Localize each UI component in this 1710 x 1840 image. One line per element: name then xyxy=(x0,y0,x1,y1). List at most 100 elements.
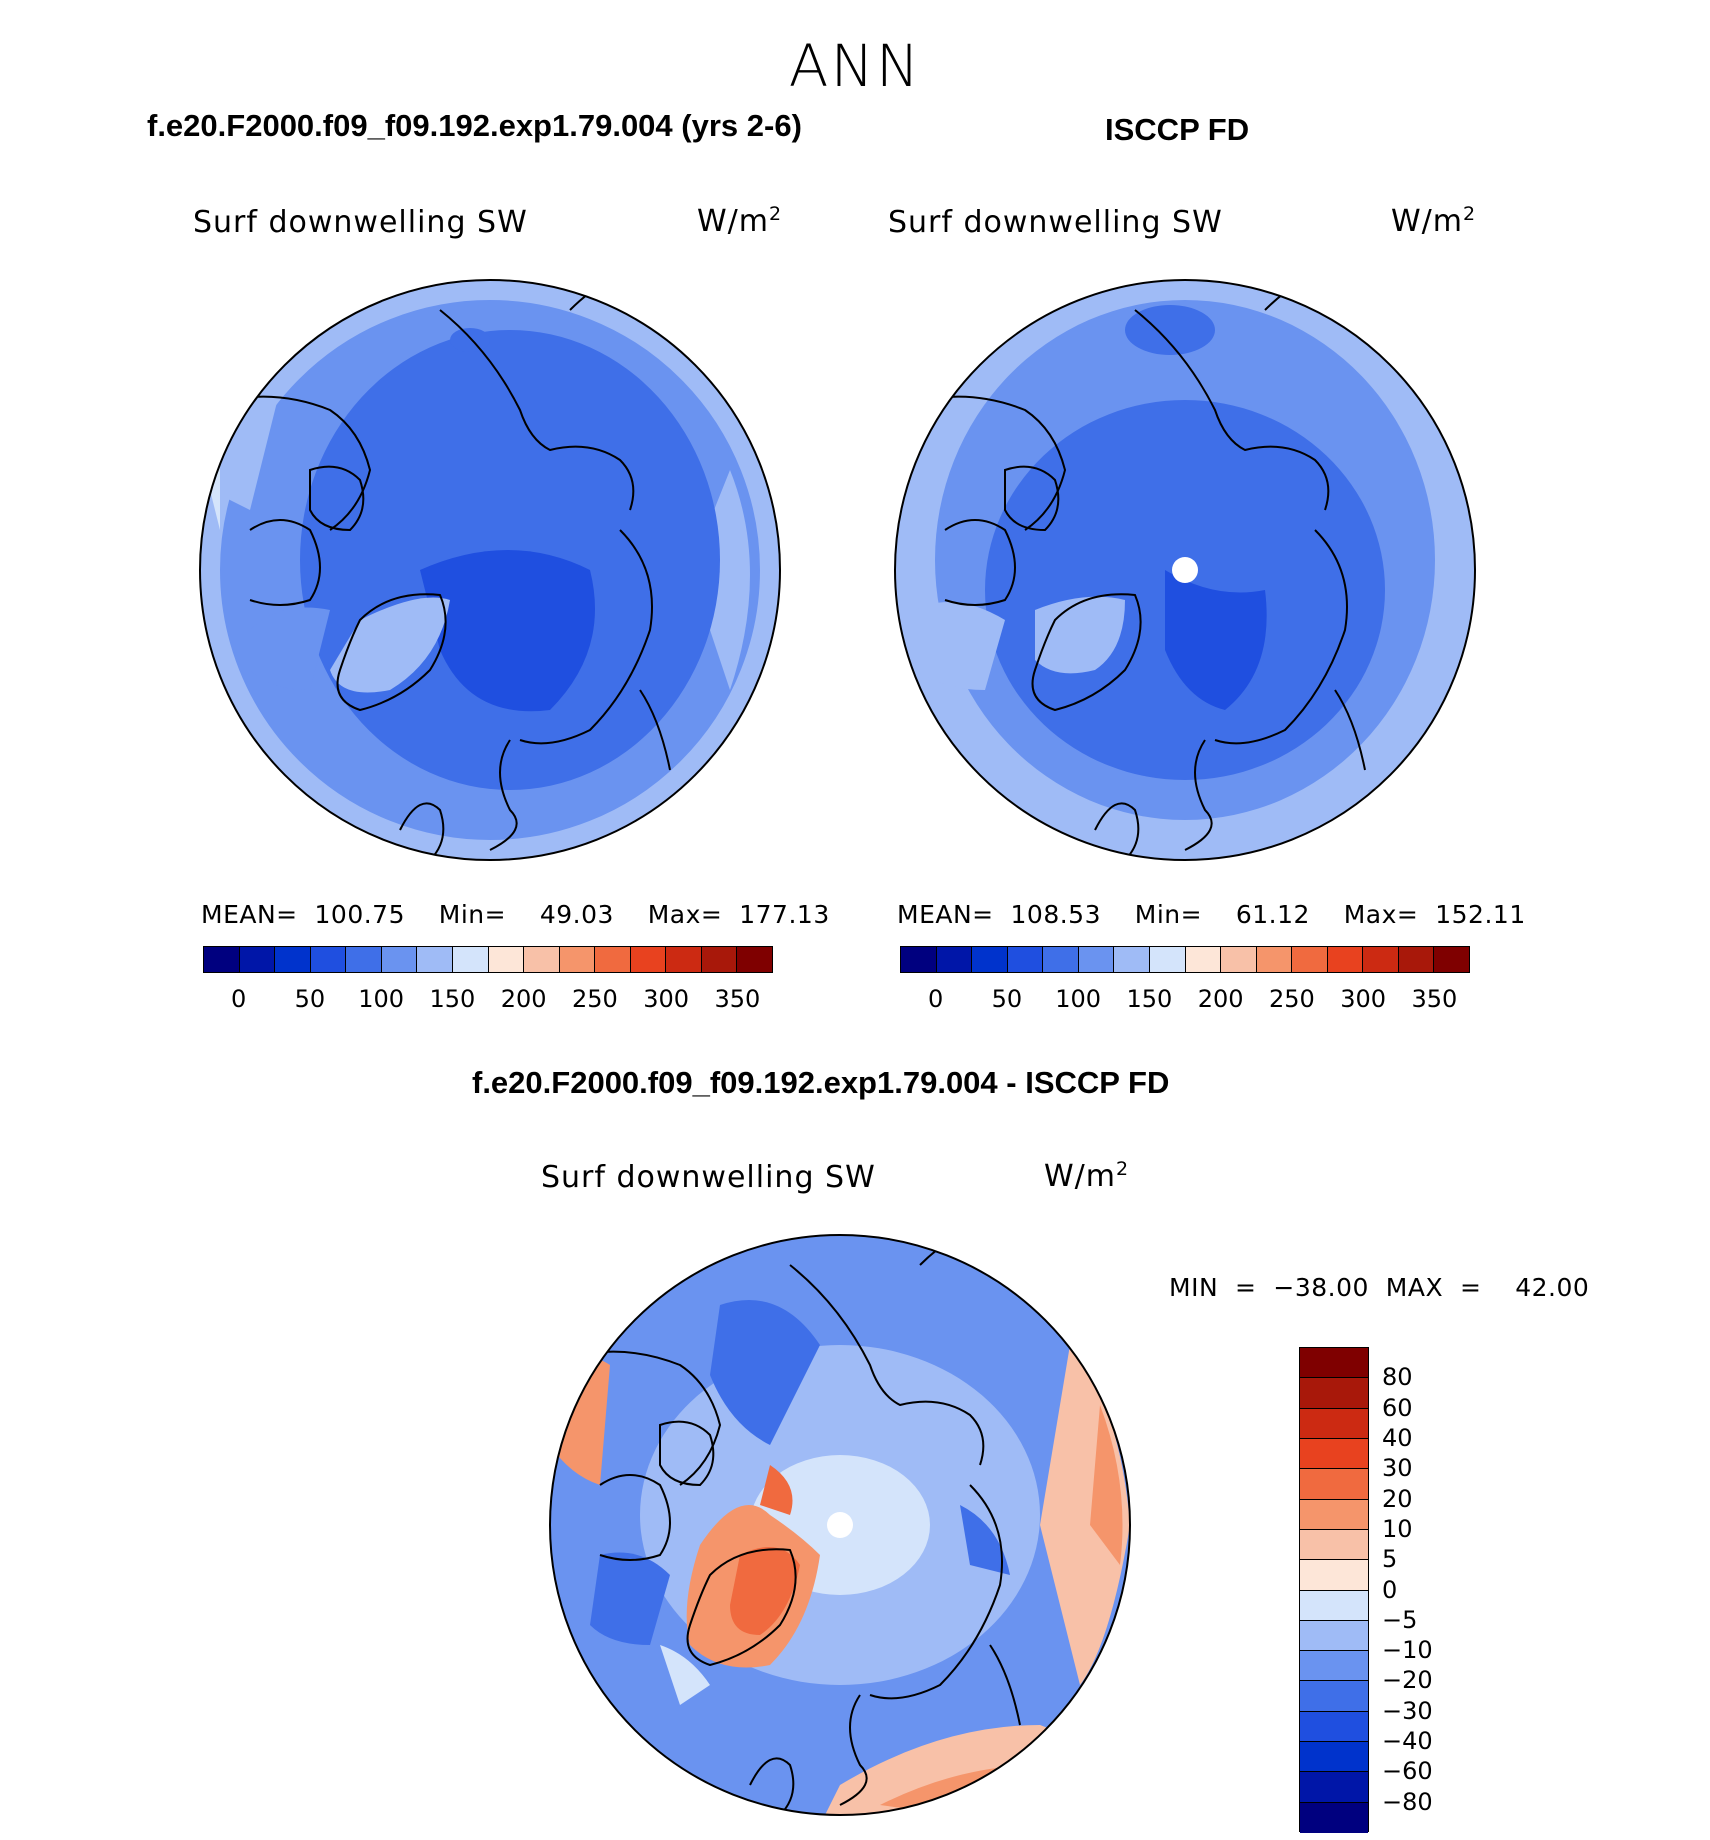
colorbar-swatch xyxy=(1300,1408,1368,1439)
colorbar-swatch xyxy=(1300,1651,1368,1682)
colorbar-swatch xyxy=(1398,947,1435,972)
colorbar-swatch xyxy=(239,947,276,972)
difference-colorbar xyxy=(1299,1347,1369,1833)
difference-case-title: f.e20.F2000.f09_f09.192.exp1.79.004 - IS… xyxy=(472,1065,1170,1100)
colorbar-label: 0 xyxy=(1382,1575,1398,1604)
colorbar-swatch xyxy=(1300,1378,1368,1409)
colorbar-swatch xyxy=(972,947,1008,972)
colorbar-label: 350 xyxy=(714,985,761,1013)
colorbar-swatch xyxy=(310,947,347,972)
right-stats: MEAN= 108.53 Min= 61.12 Max= 152.11 xyxy=(897,900,1526,929)
colorbar-swatch xyxy=(1300,1772,1368,1803)
left-colorbar xyxy=(203,946,773,973)
colorbar-label: 200 xyxy=(1197,985,1244,1013)
bottom-panel-title: Surf downwelling SW xyxy=(541,1160,876,1195)
colorbar-swatch xyxy=(524,947,560,972)
obs-case-title: ISCCP FD xyxy=(1105,112,1250,147)
colorbar-swatch xyxy=(1300,1348,1368,1379)
colorbar-label: 60 xyxy=(1382,1393,1413,1422)
colorbar-swatch xyxy=(1185,947,1222,972)
colorbar-label: −10 xyxy=(1382,1636,1433,1665)
colorbar-swatch xyxy=(381,947,418,972)
colorbar-label: 5 xyxy=(1382,1545,1398,1574)
model-case-title: f.e20.F2000.f09_f09.192.exp1.79.004 (yrs… xyxy=(147,108,802,143)
difference-minmax: MIN = −38.00 MAX = 42.00 xyxy=(1169,1273,1590,1302)
colorbar-swatch xyxy=(701,947,738,972)
colorbar-swatch xyxy=(1300,1529,1368,1561)
colorbar-label: 30 xyxy=(1382,1454,1413,1483)
colorbar-swatch xyxy=(1300,1620,1368,1652)
colorbar-swatch xyxy=(452,947,489,972)
colorbar-label: 150 xyxy=(429,985,476,1013)
colorbar-label: 150 xyxy=(1126,985,1173,1013)
left-units: W/m2 xyxy=(697,203,783,239)
colorbar-label: −30 xyxy=(1382,1696,1433,1725)
colorbar-label: −40 xyxy=(1382,1727,1433,1756)
colorbar-swatch xyxy=(666,947,702,972)
colorbar-label: 10 xyxy=(1382,1514,1413,1543)
colorbar-label: −80 xyxy=(1382,1787,1433,1816)
right-colorbar-labels: 0 50 100 150 200 250 300 350 xyxy=(900,985,1470,1015)
left-colorbar-labels: 0 50 100 150 200 250 300 350 xyxy=(203,985,773,1015)
colorbar-swatch xyxy=(595,947,631,972)
season-title: ANN xyxy=(788,32,922,100)
colorbar-label: 200 xyxy=(500,985,547,1013)
colorbar-label: 250 xyxy=(1268,985,1315,1013)
colorbar-swatch xyxy=(1434,947,1469,972)
colorbar-label: 50 xyxy=(991,985,1023,1013)
colorbar-swatch xyxy=(488,947,525,972)
right-units: W/m2 xyxy=(1391,203,1477,239)
colorbar-swatch xyxy=(1300,1590,1368,1621)
colorbar-swatch xyxy=(1114,947,1150,972)
colorbar-label: 100 xyxy=(1055,985,1102,1013)
colorbar-swatch xyxy=(1300,1711,1368,1743)
colorbar-label: 0 xyxy=(927,985,944,1013)
colorbar-swatch xyxy=(204,947,240,972)
left-stats: MEAN= 100.75 Min= 49.03 Max= 177.13 xyxy=(201,900,830,929)
colorbar-swatch xyxy=(1007,947,1044,972)
colorbar-label: −60 xyxy=(1382,1757,1433,1786)
colorbar-swatch xyxy=(1149,947,1186,972)
colorbar-label: 300 xyxy=(1340,985,1387,1013)
colorbar-label: 100 xyxy=(358,985,405,1013)
colorbar-label: 80 xyxy=(1382,1363,1413,1392)
colorbar-label: 50 xyxy=(294,985,326,1013)
colorbar-label: 20 xyxy=(1382,1484,1413,1513)
colorbar-swatch xyxy=(559,947,596,972)
colorbar-swatch xyxy=(1256,947,1293,972)
left-panel-title: Surf downwelling SW xyxy=(193,205,528,240)
colorbar-swatch xyxy=(1043,947,1079,972)
colorbar-swatch xyxy=(936,947,973,972)
colorbar-label: −5 xyxy=(1382,1605,1418,1634)
difference-colorbar-labels: 80 60 40 30 20 10 5 0 −5 −10 −20 −30 −40 −60 −80 xyxy=(1382,1347,1462,1832)
colorbar-label: 250 xyxy=(571,985,618,1013)
difference-polar-map xyxy=(549,1234,1131,1816)
colorbar-swatch xyxy=(1300,1499,1368,1530)
colorbar-swatch xyxy=(1300,1560,1368,1591)
colorbar-swatch xyxy=(1078,947,1115,972)
colorbar-swatch xyxy=(346,947,382,972)
colorbar-swatch xyxy=(1327,947,1364,972)
obs-polar-map xyxy=(894,279,1476,861)
right-panel-title: Surf downwelling SW xyxy=(888,205,1223,240)
colorbar-swatch xyxy=(1221,947,1257,972)
colorbar-label: 40 xyxy=(1382,1423,1413,1452)
colorbar-label: 350 xyxy=(1411,985,1458,1013)
colorbar-swatch xyxy=(1300,1681,1368,1712)
right-colorbar xyxy=(900,946,1470,973)
colorbar-swatch xyxy=(1292,947,1328,972)
colorbar-swatch xyxy=(1300,1469,1368,1500)
colorbar-swatch xyxy=(630,947,667,972)
colorbar-swatch xyxy=(1300,1438,1368,1470)
colorbar-swatch xyxy=(417,947,453,972)
colorbar-swatch xyxy=(737,947,772,972)
colorbar-label: 0 xyxy=(230,985,247,1013)
colorbar-swatch xyxy=(1300,1742,1368,1773)
model-polar-map xyxy=(199,279,781,861)
colorbar-swatch xyxy=(1363,947,1399,972)
colorbar-label: −20 xyxy=(1382,1666,1433,1695)
colorbar-label: 300 xyxy=(643,985,690,1013)
colorbar-swatch xyxy=(275,947,311,972)
colorbar-swatch xyxy=(1300,1802,1368,1833)
bottom-units: W/m2 xyxy=(1044,1158,1130,1194)
